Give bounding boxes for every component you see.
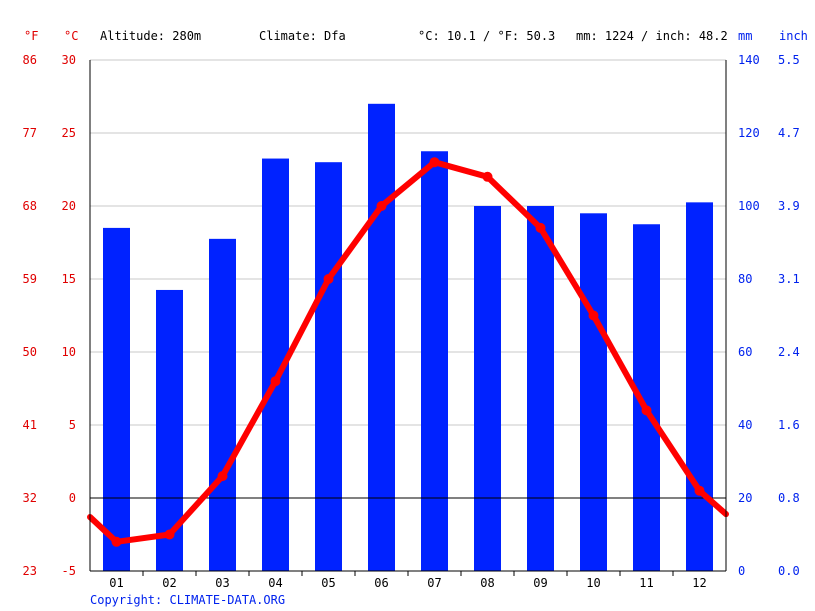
month-label: 05 [321,576,335,590]
fahrenheit-tick-label: 32 [23,491,37,505]
precipitation-bars [103,103,713,572]
temperature-point [694,485,705,496]
mm-tick-label: 20 [738,491,752,505]
month-label: 06 [374,576,388,590]
month-label: 01 [109,576,123,590]
mm-tick-label: 80 [738,272,752,286]
precipitation-bar [527,206,554,571]
celsius-tick-label: 15 [62,272,76,286]
temperature-point [429,157,440,168]
temperature-point [376,201,387,211]
temperature-average-label: °C: 10.1 / °F: 50.3 [418,29,555,43]
month-label: 10 [586,576,600,590]
temperature-line [87,157,729,547]
fahrenheit-tick-label: 77 [23,126,37,140]
precipitation-bar [368,103,395,572]
month-label: 11 [639,576,653,590]
temperature-point [270,376,281,387]
mm-tick-label: 60 [738,345,752,359]
axes [89,60,727,572]
precipitation-bar [580,213,607,572]
mm-tick-label: 0 [738,564,745,578]
altitude-label: Altitude: 280m [100,29,201,43]
inch-tick-label: 3.9 [778,199,800,213]
precipitation-bar [103,227,130,571]
inch-tick-label: 0.8 [778,491,800,505]
inch-tick-label: 4.7 [778,126,800,140]
celsius-tick-label: 10 [62,345,76,359]
fahrenheit-tick-label: 50 [23,345,37,359]
temperature-point [217,471,228,482]
celsius-tick-label: 5 [69,418,76,432]
temperature-point [535,222,546,233]
temperature-line-path [87,159,729,545]
fahrenheit-tick-label: 41 [23,418,37,432]
month-label: 07 [427,576,441,590]
month-label: 02 [162,576,176,590]
temperature-point [588,310,599,321]
temperature-point [641,405,652,416]
temperature-point [482,171,493,182]
celsius-tick-label: 25 [62,126,76,140]
temperature-point [323,274,334,284]
precipitation-bar [421,151,448,571]
inch-tick-label: 1.6 [778,418,800,432]
inch-unit-label: inch [779,29,808,43]
inch-tick-label: 5.5 [778,53,800,67]
mm-tick-label: 100 [738,199,760,213]
celsius-tick-label: 0 [69,491,76,505]
copyright-text[interactable]: Copyright: CLIMATE-DATA.ORG [90,593,285,607]
mm-tick-label: 40 [738,418,752,432]
month-label: 03 [215,576,229,590]
celsius-unit-label: °C [64,29,78,43]
precipitation-total-label: mm: 1224 / inch: 48.2 [576,29,728,43]
celsius-tick-label: -5 [62,564,76,578]
grid-lines [90,59,726,426]
inch-tick-label: 3.1 [778,272,800,286]
fahrenheit-tick-label: 68 [23,199,37,213]
mm-tick-label: 140 [738,53,760,67]
inch-tick-label: 2.4 [778,345,800,359]
fahrenheit-tick-label: 59 [23,272,37,286]
precipitation-bar [474,206,501,571]
mm-tick-label: 120 [738,126,760,140]
celsius-tick-label: 20 [62,199,76,213]
temperature-point [164,529,175,540]
precipitation-bar [156,289,183,571]
celsius-tick-label: 30 [62,53,76,67]
fahrenheit-tick-label: 86 [23,53,37,67]
fahrenheit-unit-label: °F [24,29,38,43]
precipitation-bar [686,202,713,571]
temperature-point [111,536,122,547]
mm-unit-label: mm [738,29,752,43]
month-label: 04 [268,576,282,590]
inch-tick-label: 0.0 [778,564,800,578]
precipitation-bar [315,162,342,571]
climate-label: Climate: Dfa [259,29,346,43]
month-label: 08 [480,576,494,590]
month-label: 09 [533,576,547,590]
month-label: 12 [692,576,706,590]
fahrenheit-tick-label: 23 [23,564,37,578]
precipitation-bar [209,238,236,571]
